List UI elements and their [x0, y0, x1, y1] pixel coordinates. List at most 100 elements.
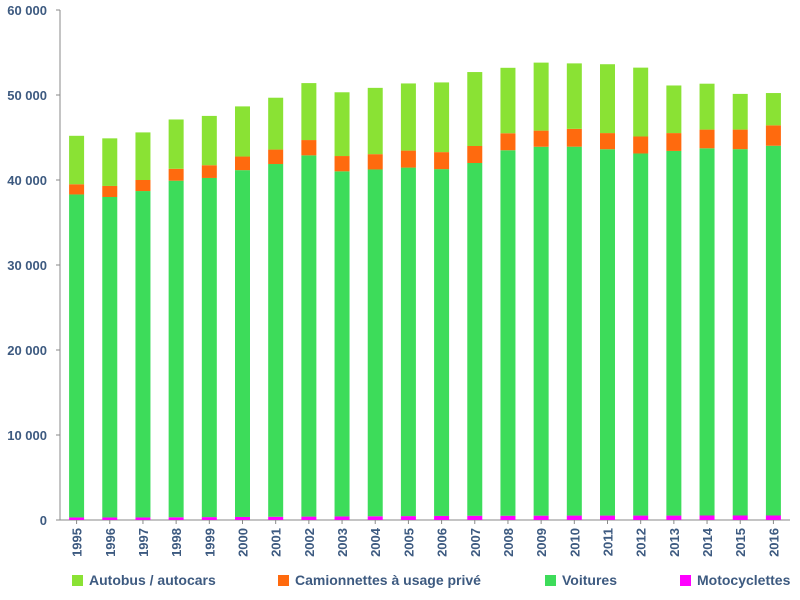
bar-segment-voitures-1997 — [135, 191, 151, 518]
bar-segment-motocyclettes-2005 — [400, 516, 416, 520]
bar-segment-motocyclettes-2003 — [334, 516, 350, 520]
bar-segment-voitures-2003 — [334, 171, 350, 517]
y-tick-label: 10 000 — [7, 428, 47, 443]
y-tick-label: 50 000 — [7, 88, 47, 103]
bar-segment-autobus-autocars-2007 — [467, 72, 483, 146]
bar-segment-voitures-2007 — [467, 163, 483, 516]
bar-segment-camionnettes-usage-priv--2001 — [268, 149, 284, 165]
bar-segment-camionnettes-usage-priv--1995 — [69, 184, 85, 195]
bar-segment-autobus-autocars-2005 — [400, 83, 416, 151]
bar-segment-camionnettes-usage-priv--1998 — [168, 168, 184, 181]
bar-segment-voitures-2010 — [566, 146, 582, 516]
bar-segment-autobus-autocars-1995 — [69, 135, 85, 185]
bar-segment-motocyclettes-1995 — [69, 517, 85, 520]
legend-swatch — [545, 574, 556, 586]
bar-segment-voitures-2002 — [301, 155, 317, 517]
x-tick-label: 2015 — [733, 528, 748, 557]
bar-segment-autobus-autocars-2013 — [666, 85, 682, 134]
bar-segment-autobus-autocars-1997 — [135, 132, 151, 180]
bar-segment-autobus-autocars-1996 — [102, 138, 118, 186]
x-tick-label: 2012 — [634, 528, 649, 557]
stacked-bar-chart: 0 10 000 20 000 30 000 40 000 50 000 60 000 19… — [7, 3, 790, 557]
bar-segment-camionnettes-usage-priv--1997 — [135, 180, 151, 192]
bar-segment-motocyclettes-2009 — [533, 515, 549, 520]
bar-segment-camionnettes-usage-priv--1999 — [201, 165, 217, 178]
bar-segment-autobus-autocars-2010 — [566, 63, 582, 129]
bar-segment-camionnettes-usage-priv--2011 — [600, 133, 615, 150]
y-tick-label: 20 000 — [7, 343, 47, 358]
bar-segment-autobus-autocars-1999 — [201, 115, 217, 166]
bar-segment-autobus-autocars-2015 — [732, 93, 748, 130]
bar-segment-camionnettes-usage-priv--2003 — [334, 156, 350, 172]
x-tick-label: 2003 — [335, 528, 350, 557]
x-tick-label: 1996 — [103, 528, 118, 557]
bar-segment-voitures-2011 — [600, 149, 615, 516]
bar-segment-camionnettes-usage-priv--2016 — [765, 125, 781, 146]
bar-segment-voitures-1996 — [102, 197, 118, 518]
bar-segment-camionnettes-usage-priv--2014 — [699, 129, 715, 149]
bar-segment-motocyclettes-2016 — [765, 515, 781, 520]
bar-segment-motocyclettes-1998 — [168, 517, 184, 520]
bar-segment-camionnettes-usage-priv--2002 — [301, 140, 317, 156]
legend-label: Voitures — [562, 572, 617, 588]
bar-segment-autobus-autocars-2012 — [633, 67, 649, 137]
bar-segment-motocyclettes-1996 — [102, 517, 118, 520]
bar-segment-voitures-2008 — [500, 150, 516, 516]
x-tick-label: 2005 — [401, 528, 416, 557]
bar-segment-autobus-autocars-2002 — [301, 83, 317, 141]
bar-segment-camionnettes-usage-priv--2015 — [732, 129, 748, 150]
bar-segment-voitures-2005 — [400, 167, 416, 517]
bar-segment-voitures-1999 — [201, 177, 217, 518]
x-tick-label: 2011 — [601, 528, 616, 556]
y-tick-label: 60 000 — [7, 3, 47, 18]
bar-segment-motocyclettes-1997 — [135, 517, 151, 520]
x-axis-ticks: 1995 1996 1997 1998 1999 2000 2001 2002 2003 2004… — [70, 520, 781, 557]
bar-segment-autobus-autocars-2016 — [765, 93, 781, 126]
bar-segment-voitures-2015 — [732, 149, 748, 516]
bar-segment-voitures-1998 — [168, 180, 184, 518]
bar-segment-motocyclettes-2008 — [500, 515, 516, 520]
legend-item-voitures: Voitures — [545, 570, 617, 590]
legend-label: Motocyclettes — [697, 572, 791, 588]
x-tick-label: 2001 — [269, 528, 284, 557]
bar-segment-autobus-autocars-2014 — [699, 83, 715, 130]
bar-segment-voitures-2001 — [268, 164, 284, 517]
y-tick-label: 40 000 — [7, 173, 47, 188]
bar-segment-motocyclettes-2013 — [666, 515, 682, 520]
x-tick-label: 2008 — [501, 528, 516, 557]
y-tick-label: 0 — [40, 513, 47, 528]
bar-segment-motocyclettes-2004 — [367, 516, 383, 520]
legend-swatch — [278, 574, 289, 586]
bar-segment-motocyclettes-1999 — [201, 517, 217, 520]
x-tick-label: 1999 — [202, 528, 217, 557]
legend-swatch — [72, 574, 83, 586]
legend-item-motocyclettes: Motocyclettes — [680, 570, 790, 590]
x-tick-label: 2004 — [368, 527, 383, 557]
bar-segment-camionnettes-usage-priv--2005 — [400, 150, 416, 168]
bar-segment-motocyclettes-2001 — [268, 516, 284, 520]
x-tick-label: 2002 — [302, 528, 317, 557]
x-tick-label: 2000 — [236, 528, 251, 557]
bar-segment-autobus-autocars-1998 — [168, 119, 184, 169]
bar-segment-autobus-autocars-2001 — [268, 97, 284, 150]
bar-segment-motocyclettes-2007 — [467, 515, 483, 520]
bar-segment-motocyclettes-2000 — [235, 516, 250, 520]
bar-segment-camionnettes-usage-priv--2008 — [500, 133, 516, 151]
bar-segment-camionnettes-usage-priv--2009 — [533, 130, 549, 147]
bar-segment-motocyclettes-2006 — [434, 515, 450, 520]
bars-group — [69, 62, 781, 520]
bar-segment-voitures-2012 — [633, 153, 649, 516]
x-tick-label: 1998 — [169, 528, 184, 557]
legend-label: Camionnettes à usage privé — [295, 572, 481, 588]
x-tick-label: 2016 — [766, 528, 781, 557]
bar-segment-motocyclettes-2010 — [566, 515, 582, 520]
bar-segment-voitures-2000 — [235, 170, 250, 517]
x-tick-label: 1995 — [70, 528, 85, 557]
x-tick-label: 2006 — [435, 528, 450, 557]
bar-segment-voitures-2006 — [434, 169, 450, 516]
bar-segment-autobus-autocars-2008 — [500, 67, 516, 134]
bar-segment-motocyclettes-2014 — [699, 515, 715, 520]
bar-segment-autobus-autocars-2009 — [533, 62, 549, 131]
bar-segment-voitures-2013 — [666, 150, 682, 516]
x-tick-label: 2009 — [534, 528, 549, 557]
